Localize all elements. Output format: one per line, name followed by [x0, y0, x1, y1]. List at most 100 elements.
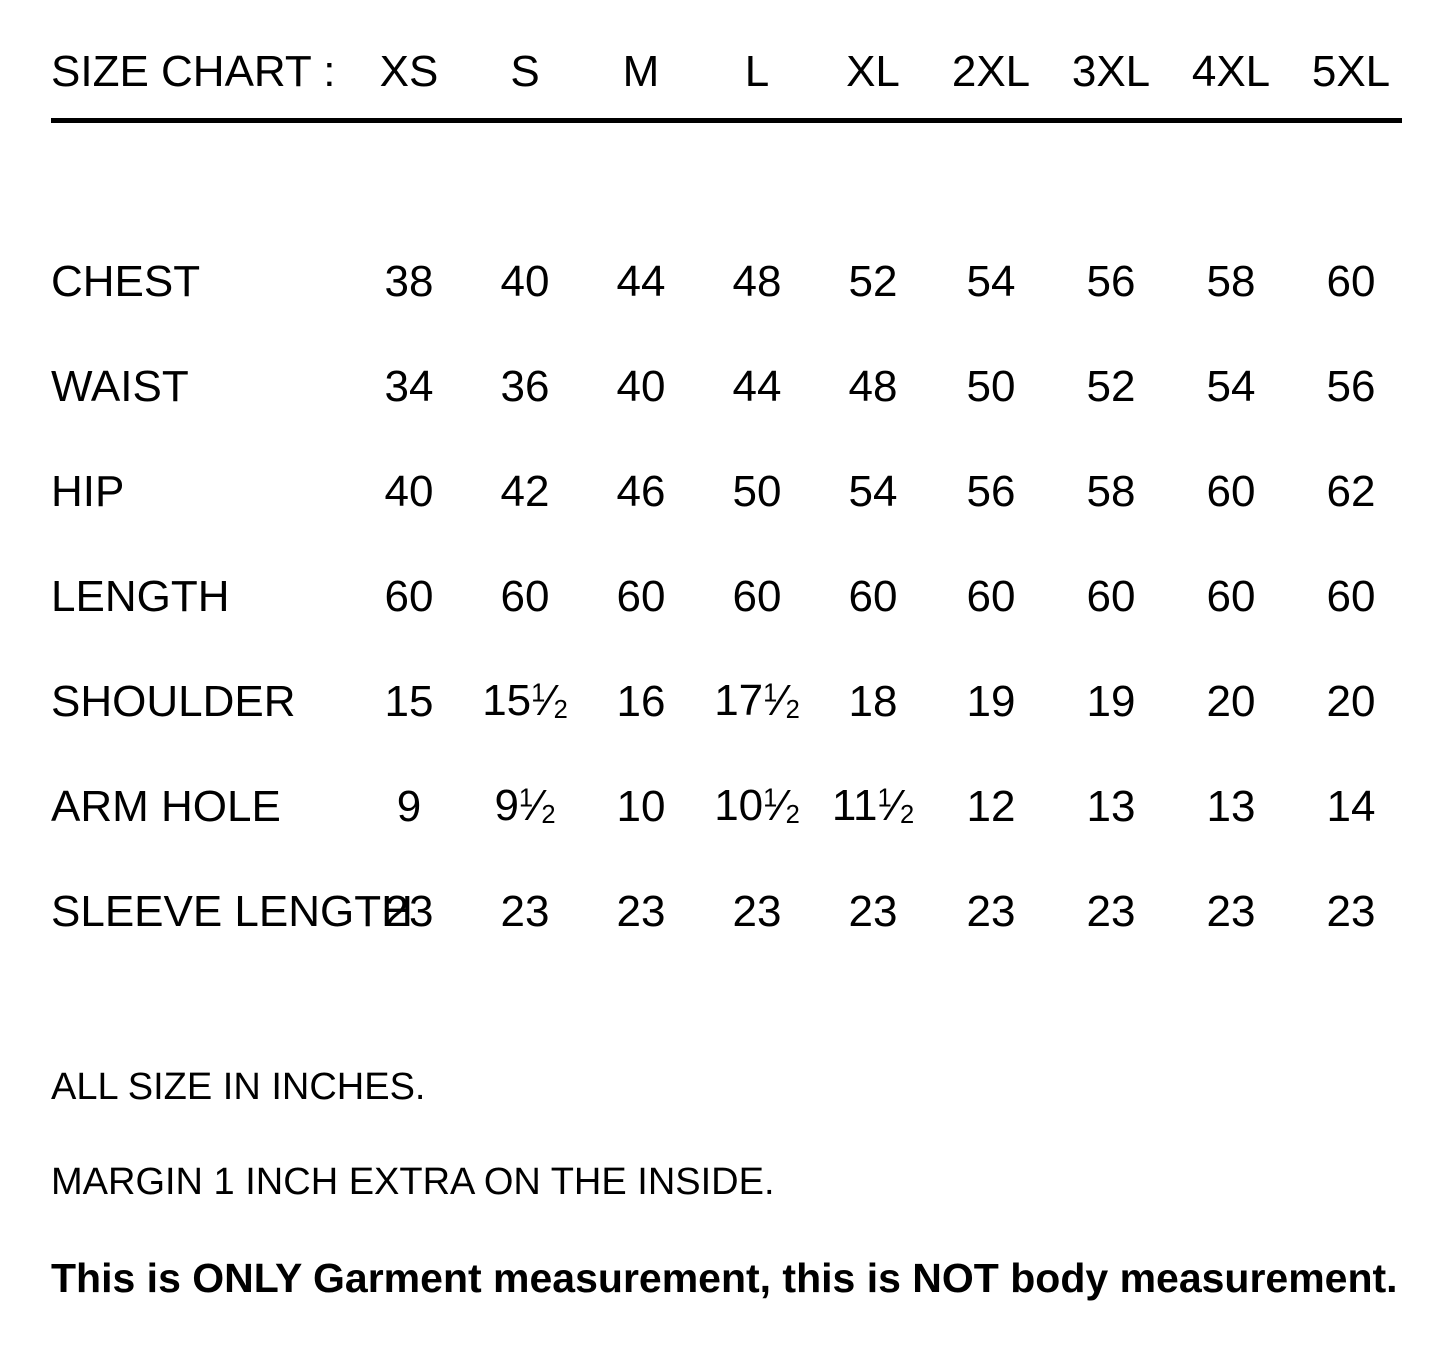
measurement-cell: 54: [966, 256, 1016, 306]
measurement-cell: 60: [1206, 466, 1256, 516]
measurement-cell: 19: [966, 676, 1016, 726]
measurement-cell: 23: [500, 886, 550, 936]
row-label: SHOULDER: [51, 676, 296, 726]
fraction-whole: 11: [831, 781, 878, 831]
size-chart-title: SIZE CHART :: [51, 47, 336, 96]
measurement-cell: 60: [1086, 571, 1136, 621]
measurement-cell: 50: [732, 466, 782, 516]
table-row: SLEEVE LENGTH 23 23 23 23 23 23 23 23 23: [51, 859, 1411, 964]
measurement-cell: 20: [1206, 676, 1256, 726]
size-chart-table: SIZE CHART : XS S M L XL 2XL 3XL 4XL 5XL…: [51, 26, 1411, 964]
measurement-cell: 62: [1326, 466, 1376, 516]
note-disclaimer: This is ONLY Garment measurement, this i…: [51, 1255, 1398, 1301]
row-label: HIP: [51, 466, 125, 516]
table-row: WAIST 34 36 40 44 48 50 52 54 56: [51, 334, 1411, 439]
measurement-cell: 18: [848, 676, 898, 726]
measurement-cell: 23: [848, 886, 898, 936]
measurement-cell: 60: [732, 571, 782, 621]
note-line: MARGIN 1 INCH EXTRA ON THE INSIDE.: [51, 1161, 775, 1203]
row-label: SLEEVE LENGTH: [51, 886, 413, 936]
column-header-m: M: [622, 47, 660, 96]
fraction-value: 91⁄2: [494, 781, 555, 830]
column-header-xl: XL: [846, 47, 900, 96]
measurement-cell: 23: [1086, 886, 1136, 936]
table-row: CHEST 38 40 44 48 52 54 56 58 60: [51, 229, 1411, 334]
notes-block: ALL SIZE IN INCHES. MARGIN 1 INCH EXTRA O…: [51, 1068, 1411, 1299]
row-label: WAIST: [51, 361, 189, 411]
fraction-numerator: 1: [877, 784, 892, 813]
fraction-value: 111⁄2: [832, 781, 914, 830]
measurement-cell: 42: [500, 466, 550, 516]
measurement-cell: 14: [1326, 781, 1376, 831]
measurement-cell: 151⁄2: [467, 649, 583, 754]
note-line: ALL SIZE IN INCHES.: [51, 1066, 426, 1108]
measurement-cell: 38: [384, 256, 434, 306]
measurement-cell: 56: [966, 466, 1016, 516]
measurement-cell: 40: [384, 466, 434, 516]
measurement-cell: 23: [1206, 886, 1256, 936]
table-header-row: SIZE CHART : XS S M L XL 2XL 3XL 4XL 5XL: [51, 26, 1411, 118]
fraction-solidus: ⁄: [777, 676, 786, 726]
measurement-cell: 50: [966, 361, 1016, 411]
fraction-denominator: 2: [541, 801, 556, 830]
measurement-cell: 111⁄2: [815, 754, 931, 859]
measurement-cell: 58: [1086, 466, 1136, 516]
fraction-solidus: ⁄: [545, 676, 554, 726]
fraction-value: 171⁄2: [714, 676, 800, 725]
fraction-denominator: 2: [785, 696, 800, 725]
fraction-whole: 15: [482, 676, 532, 726]
measurement-cell: 34: [384, 361, 434, 411]
fraction-value: 101⁄2: [714, 781, 800, 830]
measurement-cell: 48: [732, 256, 782, 306]
measurement-cell: 13: [1206, 781, 1256, 831]
fraction-solidus: ⁄: [892, 781, 900, 831]
fraction-numerator: 1: [763, 679, 778, 708]
measurement-cell: 91⁄2: [467, 754, 583, 859]
row-label: LENGTH: [51, 571, 230, 621]
measurement-cell: 23: [616, 886, 666, 936]
measurement-cell: 60: [616, 571, 666, 621]
column-header-2xl: 2XL: [951, 47, 1031, 96]
measurement-cell: 15: [384, 676, 434, 726]
measurement-cell: 48: [848, 361, 898, 411]
measurement-cell: 60: [1326, 571, 1376, 621]
measurement-cell: 54: [848, 466, 898, 516]
fraction-solidus: ⁄: [533, 781, 541, 831]
header-spacer-row: [51, 123, 1411, 229]
fraction-numerator: 1: [763, 784, 778, 813]
fraction-whole: 10: [714, 781, 764, 831]
measurement-cell: 60: [1326, 256, 1376, 306]
measurement-cell: 44: [616, 256, 666, 306]
column-header-4xl: 4XL: [1191, 47, 1271, 96]
measurement-cell: 10: [616, 781, 666, 831]
measurement-cell: 23: [384, 886, 434, 936]
measurement-cell: 23: [966, 886, 1016, 936]
fraction-numerator: 1: [531, 679, 546, 708]
measurement-cell: 19: [1086, 676, 1136, 726]
measurement-cell: 40: [616, 361, 666, 411]
measurement-cell: 60: [384, 571, 434, 621]
measurement-cell: 52: [1086, 361, 1136, 411]
measurement-cell: 36: [500, 361, 550, 411]
measurement-cell: 12: [966, 781, 1016, 831]
fraction-denominator: 2: [785, 801, 800, 830]
fraction-numerator: 1: [518, 784, 534, 813]
column-header-xs: XS: [379, 47, 439, 96]
measurement-cell: 9: [396, 781, 422, 831]
measurement-cell: 58: [1206, 256, 1256, 306]
column-header-s: S: [510, 47, 540, 96]
measurement-cell: 60: [966, 571, 1016, 621]
table-body: CHEST 38 40 44 48 52 54 56 58 60 WAIST 34 36 40 44 48 50…: [51, 229, 1411, 964]
table-row: ARM HOLE 9 91⁄2 10 101⁄2 111⁄2 12 13 13 14: [51, 754, 1411, 859]
measurement-cell: 52: [848, 256, 898, 306]
fraction-solidus: ⁄: [777, 781, 786, 831]
table-row: SHOULDER 15 151⁄2 16 171⁄2 18 19 19 20 20: [51, 649, 1411, 754]
fraction-whole: 9: [494, 781, 519, 831]
header-divider-cell: [51, 118, 1411, 123]
fraction-whole: 17: [714, 676, 764, 726]
measurement-cell: 101⁄2: [699, 754, 815, 859]
table-row: LENGTH 60 60 60 60 60 60 60 60 60: [51, 544, 1411, 649]
fraction-denominator: 2: [553, 696, 568, 725]
measurement-cell: 23: [732, 886, 782, 936]
